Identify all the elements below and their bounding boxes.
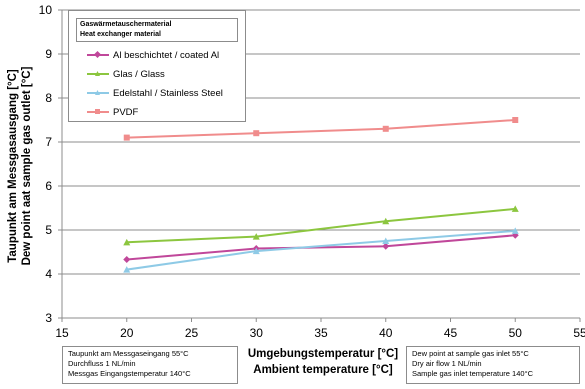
- note-right: Dew point at sample gas inlet 55°C Dry a…: [406, 346, 580, 384]
- legend-swatch-marker: [95, 71, 100, 76]
- x-tick-label: 40: [379, 326, 393, 340]
- legend-title-de: Gaswärmetauschermaterial: [80, 21, 172, 28]
- data-point: [511, 227, 519, 234]
- x-tick-label: 55: [573, 326, 585, 340]
- legend-item: Al beschichtet / coated Al: [87, 48, 219, 62]
- note-left-line: Taupunkt am Messgaseingang 55°C: [68, 349, 189, 358]
- series-group: [123, 117, 519, 273]
- series-line: [126, 119, 516, 139]
- x-tick-label: 50: [509, 326, 523, 340]
- legend-swatch-marker: [95, 109, 100, 114]
- legend-item: Edelstahl / Stainless Steel: [87, 86, 223, 100]
- data-point: [252, 247, 260, 255]
- legend-swatch: [87, 67, 109, 81]
- note-right-line: Dew point at sample gas inlet 55°C: [412, 349, 529, 358]
- x-axis-title-de: Umgebungstemperatur [°C]: [248, 348, 398, 360]
- y-axis-title-de: Taupunkt am Messgasausgang [°C]: [7, 69, 19, 263]
- y-tick-label: 8: [45, 91, 52, 105]
- y-tick-label: 10: [39, 3, 53, 17]
- data-point: [123, 238, 131, 246]
- legend-label: PVDF: [113, 106, 139, 118]
- data-point: [252, 233, 260, 240]
- legend-label: Glas / Glass: [113, 68, 165, 80]
- x-axis-title-en: Ambient temperature [°C]: [253, 364, 393, 376]
- data-point: [123, 134, 130, 141]
- data-point: [253, 130, 260, 137]
- y-tick-label: 4: [45, 267, 52, 281]
- note-left-line: Messgas Eingangstemperatur 140°C: [68, 369, 191, 378]
- data-point: [511, 205, 519, 212]
- legend-title: Gaswärmetauschermaterial Heat exchanger …: [76, 18, 238, 42]
- legend-swatch-marker: [93, 50, 102, 59]
- axes: [58, 9, 581, 322]
- legend-swatch-marker: [95, 90, 100, 95]
- x-tick-label: 15: [55, 326, 69, 340]
- data-point: [123, 266, 131, 273]
- legend-label: Al beschichtet / coated Al: [113, 49, 220, 61]
- note-right-line: Dry air flow 1 NL/min: [412, 359, 482, 368]
- y-tick-label: 6: [45, 179, 52, 193]
- x-tick-label: 20: [120, 326, 134, 340]
- y-tick-labels: 3 4 5 6 7 8 9 10: [39, 3, 53, 325]
- data-point: [123, 255, 131, 263]
- y-tick-label: 7: [45, 135, 52, 149]
- y-axis-title-en: Dew point aat sample gas outlet [°C]: [21, 66, 33, 265]
- note-left-line: Durchfluss 1 NL/min: [68, 359, 136, 368]
- data-point: [382, 237, 390, 244]
- legend-label: Edelstahl / Stainless Steel: [113, 87, 223, 99]
- y-tick-label: 3: [45, 311, 52, 325]
- series-3: [123, 227, 519, 273]
- x-tick-labels: 15 20 25 30 35 40 45 50 55: [55, 326, 585, 340]
- data-point: [382, 217, 390, 225]
- legend-item: Glas / Glass: [87, 67, 165, 81]
- x-tick-label: 45: [444, 326, 458, 340]
- note-right-line: Sample gas inlet temperature 140°C: [412, 369, 533, 378]
- series-1: [123, 231, 519, 263]
- series-line: [126, 207, 516, 244]
- legend-title-en: Heat exchanger material: [80, 31, 161, 38]
- legend-item: PVDF: [87, 105, 138, 119]
- legend-swatch: [87, 105, 109, 119]
- series-line: [126, 234, 516, 261]
- data-point: [512, 117, 519, 123]
- x-tick-label: 35: [314, 326, 328, 340]
- x-tick-label: 30: [250, 326, 264, 340]
- data-point: [382, 242, 390, 250]
- x-tick-label: 25: [185, 326, 199, 340]
- legend: Gaswärmetauschermaterial Heat exchanger …: [68, 10, 246, 122]
- series-4: [123, 117, 519, 141]
- note-left: Taupunkt am Messgaseingang 55°C Durchflu…: [62, 346, 238, 384]
- legend-swatch: [87, 86, 109, 100]
- y-tick-label: 5: [45, 223, 52, 237]
- series-2: [123, 205, 519, 246]
- y-tick-label: 9: [45, 47, 52, 61]
- legend-swatch: [87, 48, 109, 62]
- data-point: [382, 125, 389, 132]
- series-line: [126, 229, 516, 271]
